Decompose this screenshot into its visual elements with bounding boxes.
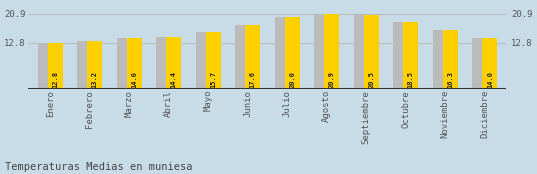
Bar xyxy=(195,32,211,89)
Bar xyxy=(353,15,368,89)
Text: 14.4: 14.4 xyxy=(171,70,177,88)
Bar xyxy=(38,43,53,89)
Text: 20.9: 20.9 xyxy=(329,70,335,88)
Text: 14.0: 14.0 xyxy=(132,70,137,88)
Bar xyxy=(443,30,458,89)
Bar xyxy=(285,17,300,89)
Text: Temperaturas Medias en muniesa: Temperaturas Medias en muniesa xyxy=(5,162,193,172)
Text: 16.3: 16.3 xyxy=(447,70,453,88)
Bar xyxy=(88,41,103,89)
Bar xyxy=(403,22,418,89)
Bar xyxy=(324,14,339,89)
Text: 15.7: 15.7 xyxy=(211,70,216,88)
Text: 14.0: 14.0 xyxy=(487,70,493,88)
Bar xyxy=(166,37,182,89)
Bar xyxy=(472,38,487,89)
Bar xyxy=(77,41,92,89)
Text: 12.8: 12.8 xyxy=(52,70,59,88)
Bar xyxy=(127,38,142,89)
Text: 20.0: 20.0 xyxy=(289,70,295,88)
Bar xyxy=(206,32,221,89)
Bar xyxy=(393,22,408,89)
Bar xyxy=(314,14,329,89)
Bar xyxy=(245,25,260,89)
Bar xyxy=(433,30,448,89)
Bar xyxy=(364,15,379,89)
Bar xyxy=(274,17,289,89)
Bar xyxy=(117,38,132,89)
Bar xyxy=(156,37,171,89)
Text: 13.2: 13.2 xyxy=(92,70,98,88)
Text: 18.5: 18.5 xyxy=(408,70,414,88)
Text: 20.5: 20.5 xyxy=(368,70,374,88)
Text: 17.6: 17.6 xyxy=(250,70,256,88)
Bar xyxy=(235,25,250,89)
Bar xyxy=(48,43,63,89)
Bar xyxy=(482,38,497,89)
